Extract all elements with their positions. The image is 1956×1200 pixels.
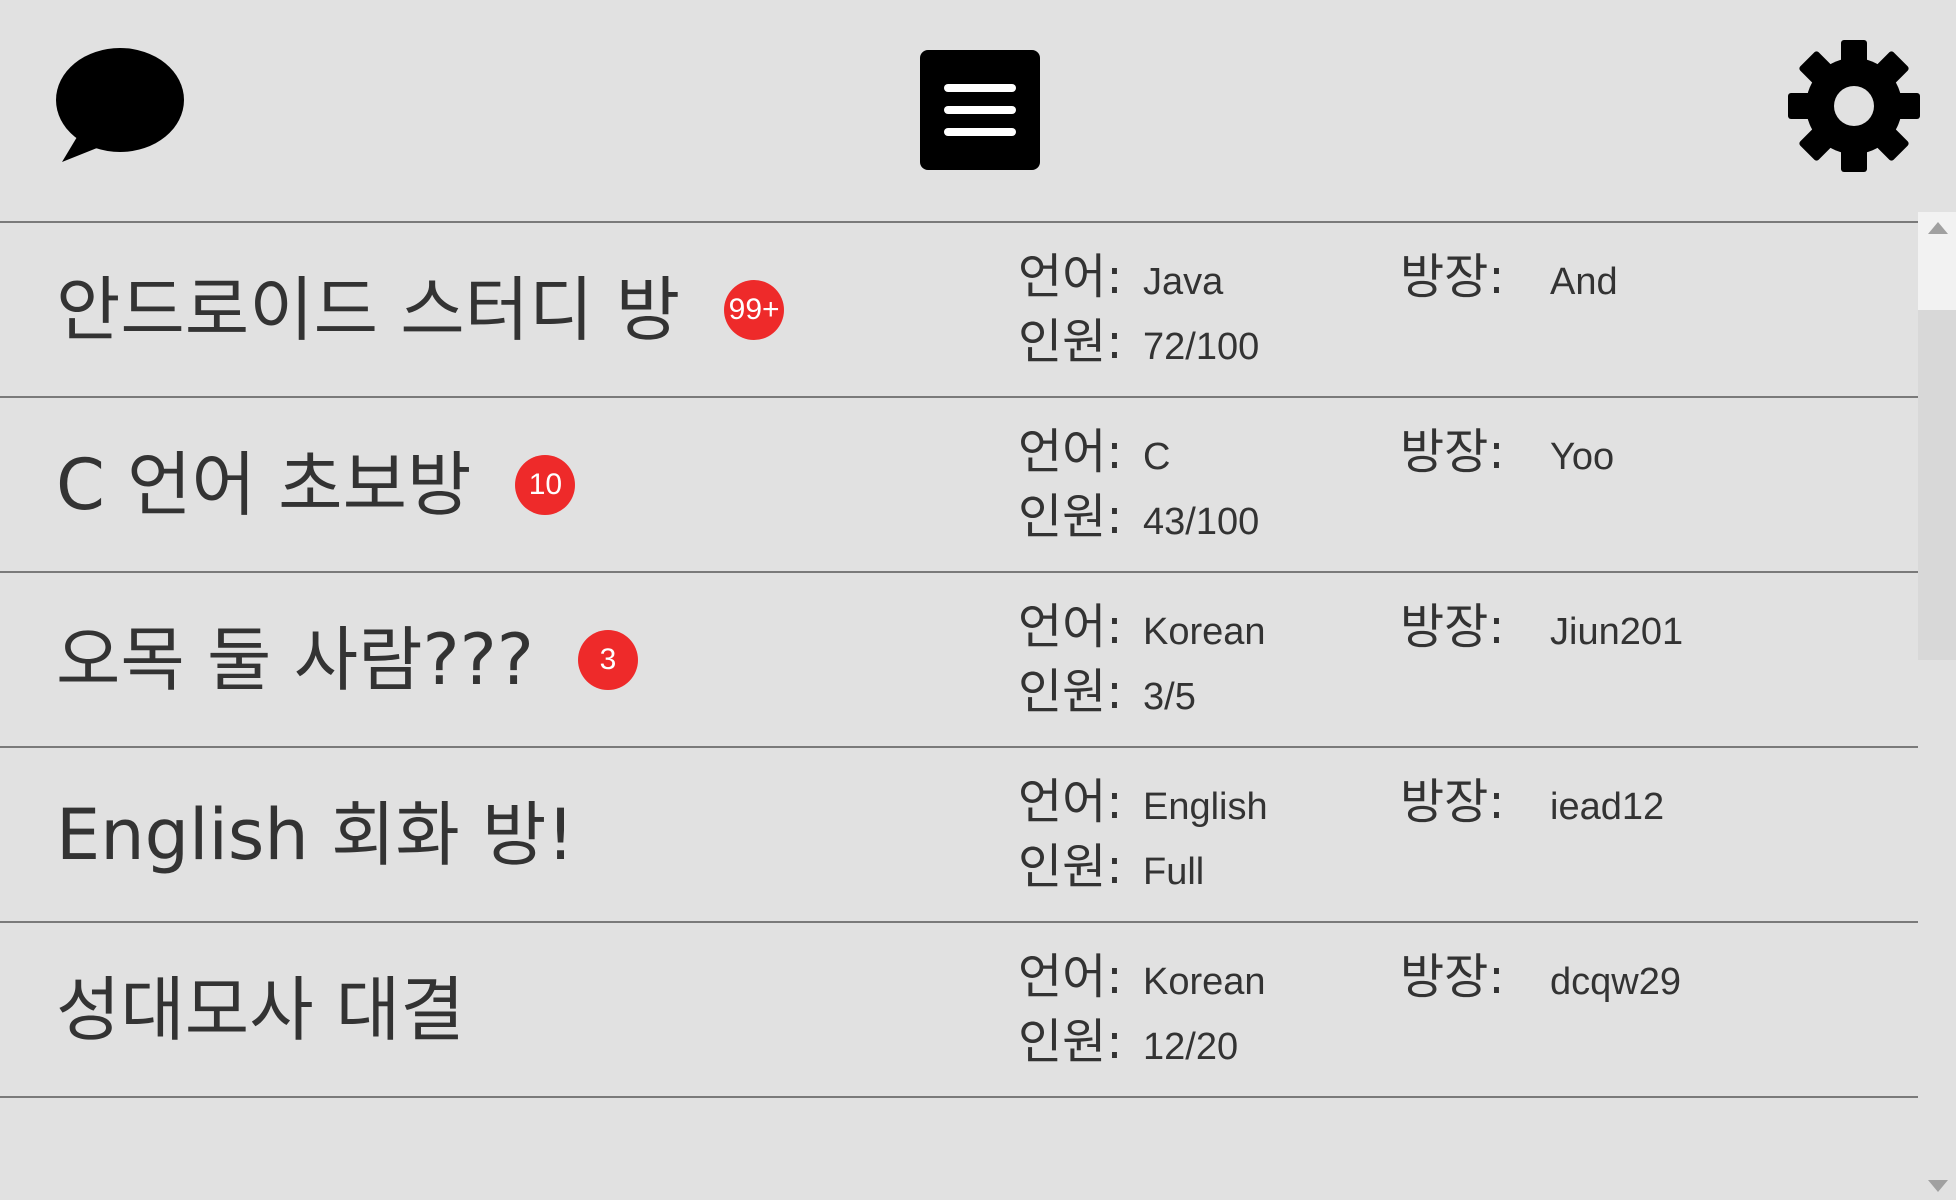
owner-value: And xyxy=(1550,261,1618,303)
scroll-up-arrow-icon[interactable] xyxy=(1928,222,1948,234)
members-value: 12/20 xyxy=(1143,1026,1239,1068)
members-value: 72/100 xyxy=(1143,326,1260,368)
language-value: Java xyxy=(1143,261,1224,303)
chat-room-list: 안드로이드 스터디 방 99+ 언어: Java 인원: 72/100 방장: … xyxy=(0,221,1918,1098)
room-item[interactable]: 안드로이드 스터디 방 99+ 언어: Java 인원: 72/100 방장: … xyxy=(0,223,1918,398)
room-title-row: 성대모사 대결 xyxy=(56,975,465,1045)
owner-label: 방장: xyxy=(1400,949,1505,1005)
room-title-row: English 회화 방! xyxy=(56,800,575,870)
hamburger-menu-icon xyxy=(944,84,1016,92)
room-title-row: C 언어 초보방 10 xyxy=(56,443,576,526)
owner-value: Yoo xyxy=(1550,436,1615,478)
language-label: 언어: xyxy=(1018,949,1123,1005)
room-title-row: 오목 둘 사람??? 3 xyxy=(56,625,638,695)
room-title: 오목 둘 사람??? xyxy=(56,618,534,701)
room-item[interactable]: 성대모사 대결 언어: Korean 인원: 12/20 방장: dcqw29 xyxy=(0,923,1918,1098)
room-title: English 회화 방! xyxy=(56,793,575,876)
owner-value: Jiun201 xyxy=(1550,611,1684,653)
members-label: 인원: xyxy=(1018,664,1123,720)
unread-badge: 10 xyxy=(515,454,576,515)
menu-button[interactable] xyxy=(920,50,1040,170)
room-title-row: 안드로이드 스터디 방 99+ xyxy=(56,268,785,351)
owner-label: 방장: xyxy=(1400,599,1505,655)
owner-value: iead12 xyxy=(1550,786,1665,828)
language-value: English xyxy=(1143,786,1268,828)
room-title: 성대모사 대결 xyxy=(56,968,465,1051)
room-item[interactable]: 오목 둘 사람??? 3 언어: Korean 인원: 3/5 방장: Jiun… xyxy=(0,573,1918,748)
scrollbar-thumb[interactable] xyxy=(1918,310,1956,660)
settings-button[interactable] xyxy=(1788,40,1920,172)
hamburger-line xyxy=(944,128,1016,136)
language-value: C xyxy=(1143,436,1171,478)
room-item[interactable]: C 언어 초보방 10 언어: C 인원: 43/100 방장: Yoo xyxy=(0,398,1918,573)
members-label: 인원: xyxy=(1018,839,1123,895)
unread-badge: 99+ xyxy=(724,279,785,340)
top-bar xyxy=(0,0,1956,222)
scroll-down-arrow-icon[interactable] xyxy=(1928,1180,1948,1192)
members-value: 43/100 xyxy=(1143,501,1260,543)
scrollbar[interactable] xyxy=(1918,212,1956,1200)
language-label: 언어: xyxy=(1018,424,1123,480)
speech-bubble-icon xyxy=(56,48,184,162)
hamburger-line xyxy=(944,106,1016,114)
chat-bubble-button[interactable] xyxy=(52,46,186,164)
language-label: 언어: xyxy=(1018,599,1123,655)
owner-value: dcqw29 xyxy=(1550,961,1681,1003)
owner-label: 방장: xyxy=(1400,424,1505,480)
owner-label: 방장: xyxy=(1400,774,1505,830)
gear-icon xyxy=(1788,40,1920,172)
members-label: 인원: xyxy=(1018,314,1123,370)
language-label: 언어: xyxy=(1018,249,1123,305)
members-value: 3/5 xyxy=(1143,676,1196,718)
members-label: 인원: xyxy=(1018,1014,1123,1070)
owner-label: 방장: xyxy=(1400,249,1505,305)
members-label: 인원: xyxy=(1018,489,1123,545)
language-label: 언어: xyxy=(1018,774,1123,830)
room-title: C 언어 초보방 xyxy=(56,443,472,526)
language-value: Korean xyxy=(1143,961,1266,1003)
unread-badge: 3 xyxy=(577,629,638,690)
members-value: Full xyxy=(1143,851,1205,893)
room-title: 안드로이드 스터디 방 xyxy=(56,268,681,351)
language-value: Korean xyxy=(1143,611,1266,653)
room-item[interactable]: English 회화 방! 언어: English 인원: Full 방장: i… xyxy=(0,748,1918,923)
